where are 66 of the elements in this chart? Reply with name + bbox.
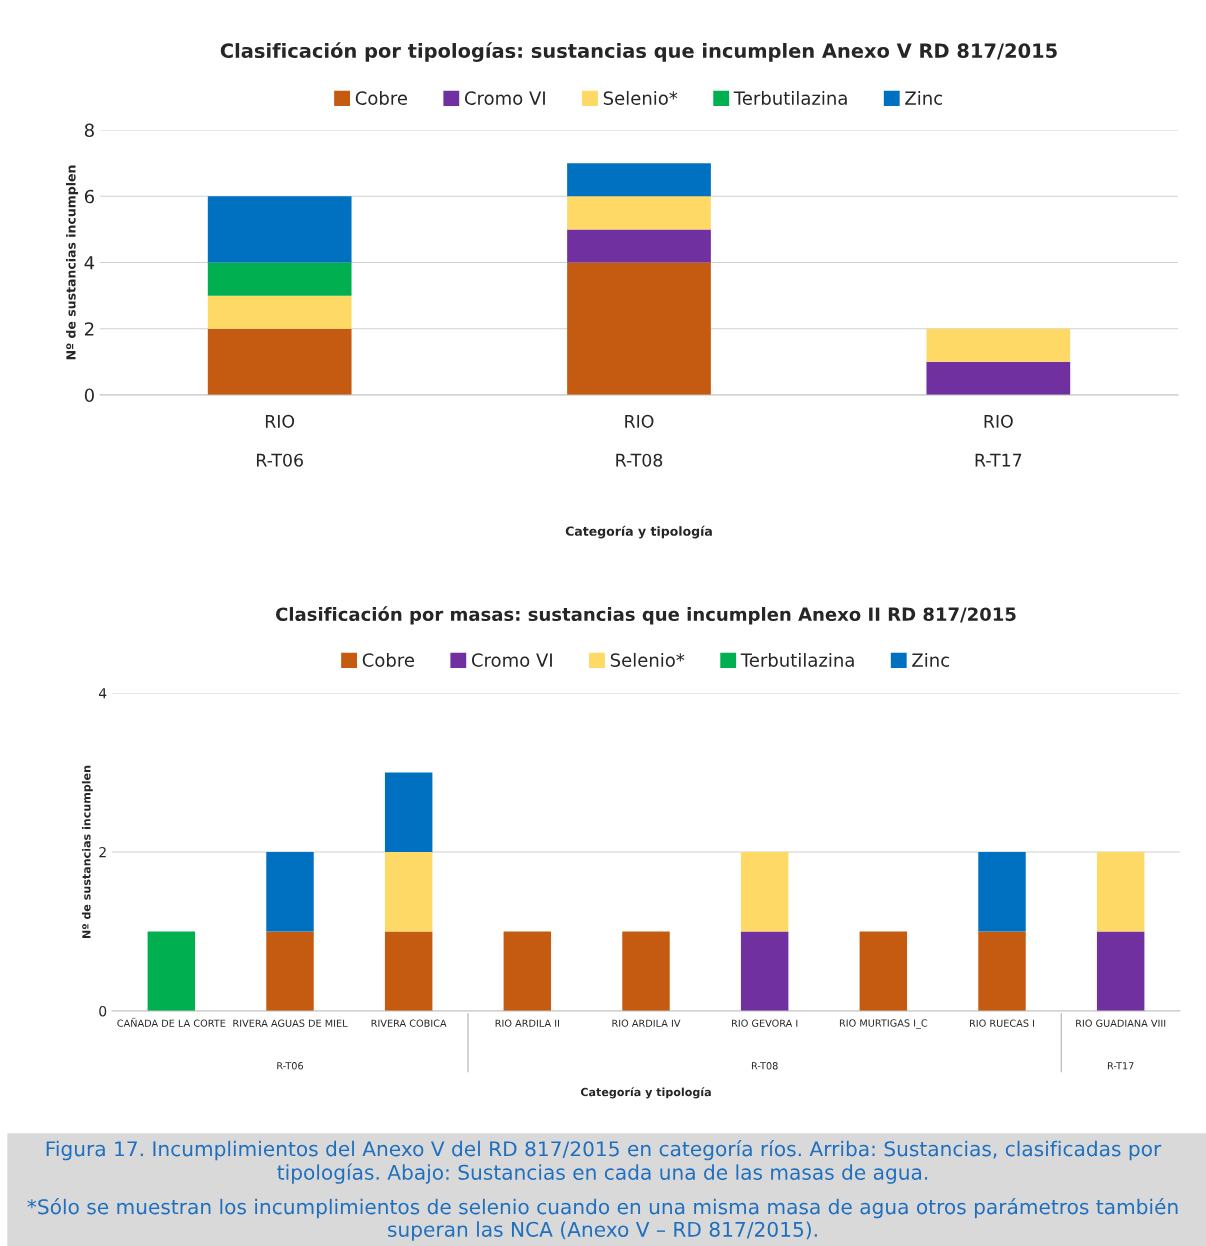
x-tick-label: CAÑADA DE LA CORTE [117,1017,226,1027]
x-tick-label: RIO ARDILA II [495,1019,559,1027]
bar [978,852,1026,932]
x-axis-title: Categoría y tipología [565,525,712,539]
bar [266,852,314,932]
chart-title: Clasificación por masas: sustancias que incumplen Anexo II RD 817/2015 [275,606,1016,625]
bar [567,196,711,230]
chart-title: Clasificación por tipologías: sustancias que incumplen Anexo V RD 817/2015 [220,42,1057,62]
text: R-T08 [751,1062,778,1070]
bar [567,229,711,263]
bar [207,295,352,329]
bar [147,931,196,1011]
legend-label: Cobre [362,652,414,667]
legend-label: Selenio* [610,652,685,667]
x-tick-label: RIO RUECAS I [969,1019,1035,1027]
bar [384,772,433,852]
text: R-T06 [277,1062,304,1070]
x-tick-label: RIO ARDILA IV [612,1019,681,1027]
text: Figura 17. Incumplimientos del Anexo V del RD 817/2015 en categoría ríos. Arriba: Sustancias, clasificadas por tipologías. Abajo: Sustancias en cada una de las masas de agua. [46,1140,1162,1184]
legend-label: Cobre [355,90,407,105]
bar [1096,852,1145,932]
y-tick-label: 0 [99,1005,107,1017]
text: *Sólo se muestran los incumplimientos de selenio cuando en una misma masa de agua otros parámetros también superan las NCA (Anexo V – RD 817/2015). [27,1198,1178,1241]
bar [567,163,711,197]
bar [266,931,314,1011]
y-tick-label: 2 [99,846,106,858]
y-tick-label: 6 [84,189,94,204]
y-tick-label: 8 [84,123,94,138]
bar [384,931,433,1011]
bar [384,852,433,932]
bar [503,931,552,1011]
bar [207,328,352,395]
x-tick-label: RIVERA COBICA [371,1019,447,1027]
x-tick-label: RIO GEVORA I [732,1019,798,1027]
y-tick-label: 2 [84,322,94,336]
legend-label: Terbutilazina [733,90,847,105]
bar [740,852,789,932]
legend-label: Zinc [912,652,950,667]
bar [859,931,908,1011]
category-label: RIO R-T08 [616,414,663,467]
bar [1096,931,1145,1011]
x-tick-label: RIVERA AGUAS DE MIEL [233,1019,348,1027]
y-tick-label: 4 [84,256,95,270]
legend-label: Zinc [905,90,943,105]
bar [926,328,1071,362]
x-axis-title: Categoría y tipología [580,1087,711,1099]
y-axis-title: Nº de sustancias incumplen [81,765,93,938]
category-label: RIO R-T06 [257,414,303,467]
x-tick-label: RIO GUADIANA VIII [1076,1019,1166,1027]
bar [207,196,352,263]
bar [567,262,711,395]
legend-label: Selenio* [603,90,678,105]
bar [978,931,1026,1011]
category-label: RIO R-T17 [975,414,1022,467]
bar [207,262,352,296]
bar [622,931,670,1011]
legend-label: Terbutilazina [740,652,854,667]
bar [926,361,1071,395]
legend-label: Cromo VI [471,653,552,667]
y-axis-title: Nº de sustancias incumplen [66,165,79,360]
y-tick-label: 0 [84,388,94,403]
y-tick-label: 4 [98,688,107,699]
text: R-T17 [1107,1062,1134,1070]
bar [740,931,789,1011]
x-tick-label: RIO MURTIGAS I_C [839,1019,928,1029]
legend-label: Cromo VI [464,91,545,105]
